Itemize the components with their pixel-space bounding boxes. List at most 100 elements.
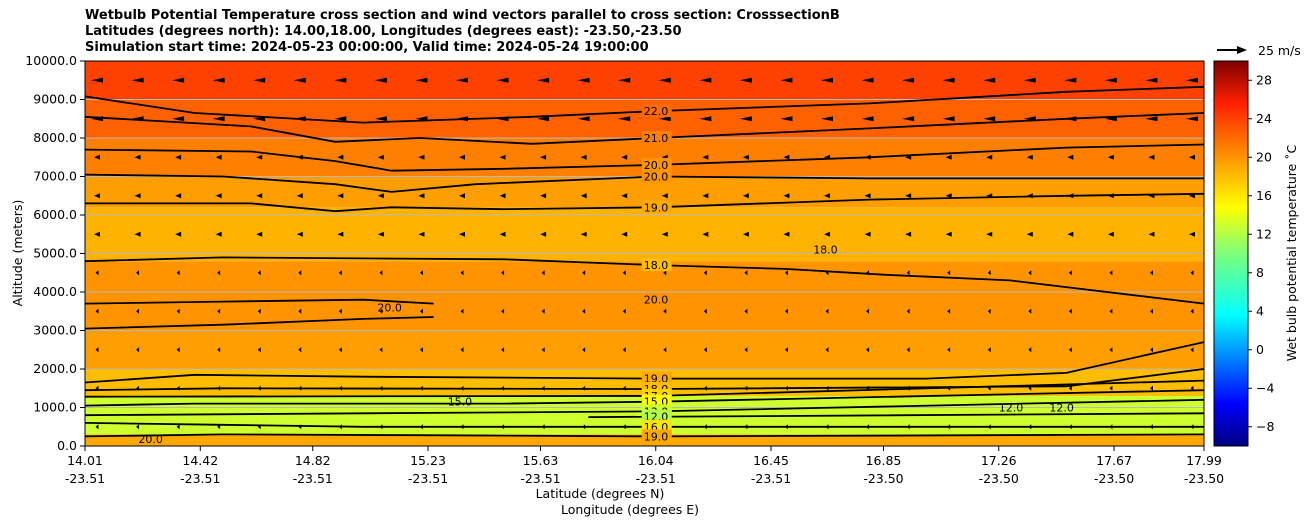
x-tick-label-lon: -23.51: [180, 471, 220, 486]
wind-vector: [780, 77, 793, 83]
x-tick-label-lon: -23.51: [636, 471, 676, 486]
wind-vector: [136, 424, 140, 430]
colorbar-tick-label: 16: [1256, 188, 1272, 203]
wind-vector: [499, 193, 506, 199]
y-tick-label: 1000.0: [33, 400, 77, 415]
wind-vector: [580, 193, 587, 199]
contour-label-bg: [641, 169, 672, 183]
y-axis: 0.0 1000.0 2000.0 3000.0 4000.0 5000.0 6000.0 7…: [25, 53, 85, 453]
colorbar-label: Wet bulb potential temperature ˚C: [1284, 144, 1299, 361]
wind-vector: [298, 270, 302, 276]
wind-vector: [1186, 116, 1198, 122]
wind-vector: [742, 231, 749, 237]
wind-vector: [866, 347, 870, 353]
wind-vector: [293, 77, 306, 83]
wind-vector: [1149, 385, 1153, 391]
wind-vector: [257, 347, 261, 353]
wind-vector: [983, 77, 996, 83]
y-tick-label: 3000.0: [33, 323, 77, 338]
x-tick-label-lon: -23.51: [520, 471, 560, 486]
wind-vector: [215, 193, 222, 199]
wind-vector: [419, 308, 423, 314]
wind-vector: [821, 116, 833, 122]
wind-vector: [942, 77, 955, 83]
temperature-band: [85, 330, 1204, 369]
x-tick-label-lat: 14.42: [182, 453, 218, 468]
wind-vector: [95, 424, 99, 430]
wind-vector: [1107, 231, 1114, 237]
wind-vector: [906, 270, 910, 276]
wind-vector: [580, 231, 587, 237]
wind-vector: [622, 308, 626, 314]
colorbar: [1213, 60, 1249, 447]
wind-vector: [663, 347, 667, 353]
colorbar-tick-label: 24: [1256, 111, 1272, 126]
wind-vector: [418, 231, 425, 237]
contour-label: 20.0: [644, 294, 669, 307]
wind-vector: [582, 270, 586, 276]
wind-vector: [663, 308, 667, 314]
wind-vector: [658, 77, 671, 83]
contour-line: [85, 422, 1204, 428]
y-tick-label: 4000.0: [33, 284, 77, 299]
quiver-key-arrow-head: [1237, 46, 1247, 54]
colorbar-tick-label: 8: [1256, 265, 1264, 280]
wind-vector: [415, 77, 428, 83]
wind-vector: [334, 77, 347, 83]
wind-vector: [945, 154, 952, 160]
wind-vector: [905, 231, 912, 237]
wind-vector: [699, 77, 712, 83]
contour-line: [85, 143, 1204, 172]
wind-vector: [784, 308, 788, 314]
wind-vector: [217, 270, 221, 276]
wind-vector: [744, 347, 748, 353]
x-tick-label-lon: -23.50: [1184, 471, 1224, 486]
y-axis-label: Altitude (meters): [10, 200, 25, 307]
wind-vector: [541, 347, 545, 353]
wind-vector: [419, 347, 423, 353]
contour-line: [85, 389, 1204, 407]
wind-vector: [541, 270, 545, 276]
wind-vector: [703, 270, 707, 276]
contour-label-bg: [641, 131, 672, 144]
wind-vector: [742, 154, 749, 160]
wind-vector: [947, 347, 951, 353]
x-tick-label-lat: 17.99: [1186, 453, 1222, 468]
wind-vector: [1064, 77, 1077, 83]
wind-vector: [419, 270, 423, 276]
wind-vector: [783, 154, 790, 160]
wind-vector: [131, 77, 144, 83]
wind-vector: [1109, 385, 1113, 391]
wind-vector: [540, 231, 547, 237]
x-tick-label-lon: -23.51: [751, 471, 791, 486]
wind-vector: [134, 231, 141, 237]
wind-vector: [1149, 270, 1153, 276]
y-tick-label: 9000.0: [33, 92, 77, 107]
wind-vector: [739, 116, 752, 122]
contour-line: [85, 173, 1204, 193]
wind-vector: [577, 116, 590, 122]
contour-label: 20.0: [644, 171, 669, 184]
wind-vector: [821, 77, 833, 83]
contour-label: 18.0: [813, 244, 838, 257]
contour-line: [85, 192, 1204, 213]
wind-vector: [136, 270, 140, 276]
colorbar-tick-label: 0: [1256, 342, 1264, 357]
colorbar-tick-label: 12: [1256, 226, 1272, 241]
wind-vector: [377, 193, 384, 199]
wind-vector: [175, 231, 182, 237]
wind-vector: [739, 77, 752, 83]
wind-vector: [298, 308, 302, 314]
wind-vector: [1068, 270, 1072, 276]
wind-vector: [824, 231, 830, 237]
contour-label-bg: [641, 258, 672, 272]
x-tick-label-lat: 15.63: [523, 453, 559, 468]
wind-vector: [783, 231, 790, 237]
wind-vector: [374, 77, 387, 83]
wind-vector: [91, 77, 103, 83]
wind-vector: [618, 77, 631, 83]
wind-vector: [905, 193, 912, 199]
wind-vector: [95, 270, 99, 276]
wind-vector: [338, 347, 342, 353]
wind-vector: [1145, 116, 1158, 122]
